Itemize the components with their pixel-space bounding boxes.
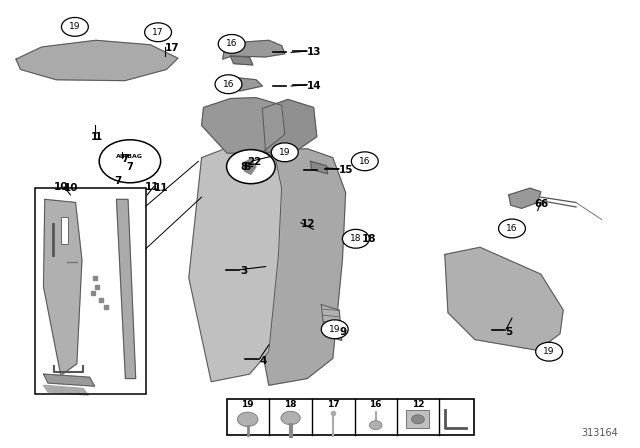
Circle shape	[61, 17, 88, 36]
Text: 1: 1	[95, 132, 102, 142]
Text: 19: 19	[543, 347, 555, 356]
Text: 11: 11	[154, 183, 168, 193]
Polygon shape	[44, 374, 95, 386]
Polygon shape	[16, 40, 178, 81]
Text: 1: 1	[91, 132, 99, 142]
Text: 13: 13	[307, 47, 322, 57]
Circle shape	[145, 23, 172, 42]
Circle shape	[237, 412, 258, 426]
Circle shape	[412, 415, 424, 424]
Circle shape	[281, 411, 300, 425]
Text: 2: 2	[247, 157, 255, 167]
Text: 17: 17	[152, 28, 164, 37]
Text: 10: 10	[64, 183, 79, 193]
Bar	[61, 217, 68, 244]
Text: 313164: 313164	[581, 428, 618, 438]
Text: 19: 19	[329, 325, 340, 334]
Text: 16: 16	[506, 224, 518, 233]
Polygon shape	[250, 149, 346, 385]
Circle shape	[499, 219, 525, 238]
FancyBboxPatch shape	[406, 410, 429, 428]
Text: 8: 8	[241, 162, 248, 172]
Polygon shape	[229, 77, 262, 91]
Polygon shape	[244, 159, 256, 174]
Circle shape	[99, 140, 161, 183]
Text: 19: 19	[279, 148, 291, 157]
Text: 15: 15	[339, 165, 354, 175]
Circle shape	[369, 421, 382, 430]
Circle shape	[218, 34, 245, 53]
Circle shape	[351, 152, 378, 171]
Polygon shape	[116, 199, 136, 379]
Text: 18: 18	[362, 234, 376, 244]
Text: 17: 17	[327, 400, 340, 409]
Polygon shape	[445, 247, 563, 350]
Text: 17: 17	[165, 43, 180, 53]
Circle shape	[321, 320, 348, 339]
Text: 7: 7	[115, 177, 122, 186]
Circle shape	[536, 342, 563, 361]
Circle shape	[342, 229, 369, 248]
Text: 5: 5	[506, 327, 513, 336]
Circle shape	[227, 150, 275, 184]
Text: 6: 6	[541, 199, 548, 209]
Text: 16: 16	[226, 39, 237, 48]
Circle shape	[271, 143, 298, 162]
Text: 14: 14	[307, 81, 322, 91]
Polygon shape	[189, 147, 282, 382]
Polygon shape	[44, 385, 88, 395]
Text: 7: 7	[122, 154, 129, 164]
Text: 8: 8	[243, 162, 250, 172]
Text: AIRBAG: AIRBAG	[116, 154, 143, 159]
Text: 16: 16	[223, 80, 234, 89]
Text: 2: 2	[253, 157, 260, 167]
Polygon shape	[44, 199, 82, 375]
Polygon shape	[230, 56, 253, 65]
Text: 4: 4	[259, 356, 267, 366]
Polygon shape	[262, 99, 317, 152]
Text: 16: 16	[369, 400, 382, 409]
Polygon shape	[202, 98, 285, 153]
Text: 12: 12	[412, 400, 424, 409]
Text: 19: 19	[69, 22, 81, 31]
Text: 3: 3	[240, 266, 247, 276]
Text: 18: 18	[284, 400, 297, 409]
Text: 10: 10	[54, 182, 68, 192]
Text: 11: 11	[145, 182, 159, 192]
Text: 16: 16	[359, 157, 371, 166]
Polygon shape	[310, 161, 328, 174]
Polygon shape	[509, 188, 541, 208]
Text: 18: 18	[350, 234, 362, 243]
Text: 7: 7	[127, 162, 133, 172]
Polygon shape	[321, 305, 342, 340]
Text: 19: 19	[241, 400, 254, 409]
Text: 9: 9	[339, 327, 346, 337]
Text: 12: 12	[301, 219, 316, 229]
Polygon shape	[223, 40, 285, 59]
Text: 6: 6	[534, 199, 541, 209]
Circle shape	[215, 75, 242, 94]
